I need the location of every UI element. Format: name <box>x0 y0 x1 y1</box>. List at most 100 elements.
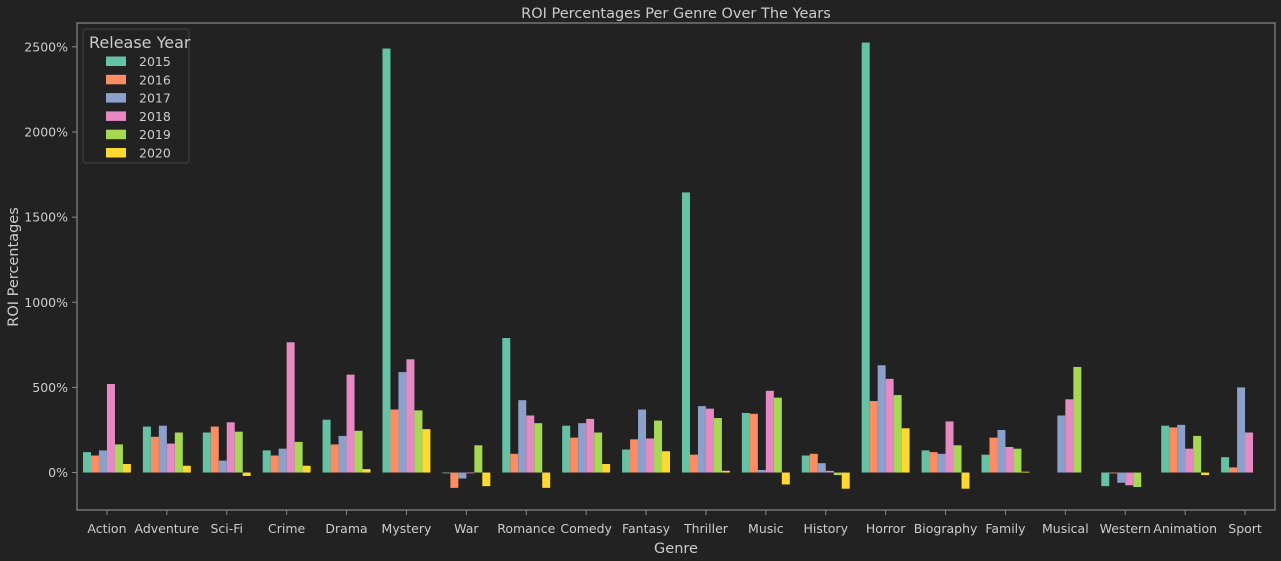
bar-horror-2018 <box>885 378 894 473</box>
bar-sci-fi-2017 <box>218 460 227 473</box>
bar-adventure-2018 <box>166 443 175 473</box>
x-tick-label: Adventure <box>135 521 200 536</box>
bar-animation-2016 <box>1169 427 1178 473</box>
bar-comedy-2017 <box>578 423 587 473</box>
bar-sci-fi-2015 <box>202 432 211 473</box>
bar-biography-2017 <box>937 453 946 473</box>
legend-swatch-2016 <box>106 74 126 85</box>
legend-swatch-2020 <box>106 148 126 158</box>
bar-adventure-2020 <box>182 465 191 473</box>
y-tick-label: 1500% <box>24 210 68 225</box>
legend-items: 2015 2016 2017 2018 2019 2020 <box>106 54 171 161</box>
bar-music-2016 <box>749 413 758 473</box>
bar-family-2016 <box>989 437 998 473</box>
bar-comedy-2019 <box>594 432 603 473</box>
x-tick-label: Animation <box>1153 521 1217 536</box>
x-tick-label: Music <box>748 521 784 536</box>
bar-music-2015 <box>741 412 750 473</box>
bar-horror-2019 <box>893 395 902 473</box>
bar-thriller-2015 <box>681 192 690 473</box>
bar-western-2015 <box>1101 472 1110 487</box>
bar-sci-fi-2020 <box>242 472 251 476</box>
bar-romance-2018 <box>526 415 535 473</box>
x-tick-label: Biography <box>914 521 978 536</box>
legend-swatch-2017 <box>106 93 126 103</box>
bar-sci-fi-2016 <box>210 426 219 473</box>
bar-action-2018 <box>106 383 115 473</box>
bar-comedy-2018 <box>586 418 595 473</box>
bar-fantasy-2015 <box>622 449 631 473</box>
bar-music-2017 <box>757 469 766 473</box>
legend-label-2015: 2015 <box>139 54 171 69</box>
legend-swatch-2019 <box>106 129 126 140</box>
bar-action-2020 <box>122 464 131 473</box>
legend-label-2017: 2017 <box>139 91 171 106</box>
bar-sport-2017 <box>1237 387 1246 473</box>
bar-war-2015 <box>442 472 451 474</box>
bars-layer <box>82 42 1254 489</box>
bar-fantasy-2019 <box>654 420 663 473</box>
bar-war-2020 <box>482 472 491 487</box>
bar-animation-2018 <box>1185 448 1194 473</box>
bar-adventure-2017 <box>158 425 167 473</box>
bar-music-2019 <box>773 397 782 473</box>
bar-fantasy-2020 <box>662 451 671 473</box>
bar-music-2020 <box>781 472 790 485</box>
bar-sci-fi-2019 <box>234 431 243 473</box>
bar-adventure-2016 <box>150 436 159 473</box>
x-tick-label: Action <box>87 521 126 536</box>
bar-comedy-2016 <box>570 437 579 473</box>
y-tick-label: 0% <box>48 465 68 480</box>
legend-label-2019: 2019 <box>139 127 171 142</box>
x-tick-label: Family <box>985 521 1026 536</box>
y-tick-label: 1000% <box>24 295 68 310</box>
bar-romance-2019 <box>534 423 543 473</box>
bar-history-2016 <box>809 453 818 473</box>
bar-western-2018 <box>1125 472 1134 486</box>
x-tick-label: Musical <box>1042 521 1089 536</box>
bar-drama-2017 <box>338 435 347 473</box>
x-tick-label: Sport <box>1228 521 1262 536</box>
bar-war-2017 <box>458 472 467 479</box>
bar-crime-2019 <box>294 441 303 473</box>
bar-history-2019 <box>833 472 842 476</box>
bar-history-2018 <box>825 470 834 473</box>
bar-biography-2019 <box>953 445 962 473</box>
bar-romance-2015 <box>502 338 511 473</box>
legend: Release Year 2015 2016 2017 2018 2019 2020 <box>82 28 191 164</box>
bar-mystery-2020 <box>422 429 431 473</box>
bar-romance-2016 <box>510 453 519 473</box>
bar-family-2019 <box>1013 448 1022 473</box>
bar-romance-2017 <box>518 400 527 473</box>
bar-history-2015 <box>801 455 810 473</box>
y-tick-label: 500% <box>32 380 68 395</box>
bar-sport-2015 <box>1221 457 1230 473</box>
x-tick-label: Sci-Fi <box>210 521 243 536</box>
bar-western-2019 <box>1133 472 1142 488</box>
bar-drama-2015 <box>322 419 331 473</box>
bar-family-2015 <box>981 454 990 473</box>
bar-musical-2018 <box>1065 399 1074 473</box>
bar-animation-2019 <box>1193 435 1202 473</box>
bar-romance-2020 <box>542 472 551 488</box>
bar-war-2018 <box>466 472 475 474</box>
bar-crime-2020 <box>302 465 311 473</box>
bar-animation-2017 <box>1177 424 1186 473</box>
x-tick-label: History <box>804 521 849 536</box>
bar-biography-2020 <box>961 472 970 489</box>
bar-sport-2016 <box>1229 467 1238 473</box>
bar-action-2015 <box>82 452 91 473</box>
bar-fantasy-2018 <box>646 438 655 473</box>
bar-sci-fi-2018 <box>226 422 235 473</box>
bar-horror-2020 <box>901 428 910 473</box>
legend-label-2016: 2016 <box>139 72 171 87</box>
x-axis-title: Genre <box>654 541 698 557</box>
legend-swatch-2018 <box>106 111 126 121</box>
bar-drama-2016 <box>330 444 339 473</box>
bar-crime-2016 <box>270 455 279 473</box>
y-axis: 0% 500% 1000% 1500% 2000% 2500% <box>24 39 77 480</box>
bar-mystery-2015 <box>382 48 391 473</box>
bar-music-2018 <box>765 390 774 473</box>
bar-sport-2018 <box>1245 432 1254 473</box>
x-tick-label: Drama <box>325 521 367 536</box>
